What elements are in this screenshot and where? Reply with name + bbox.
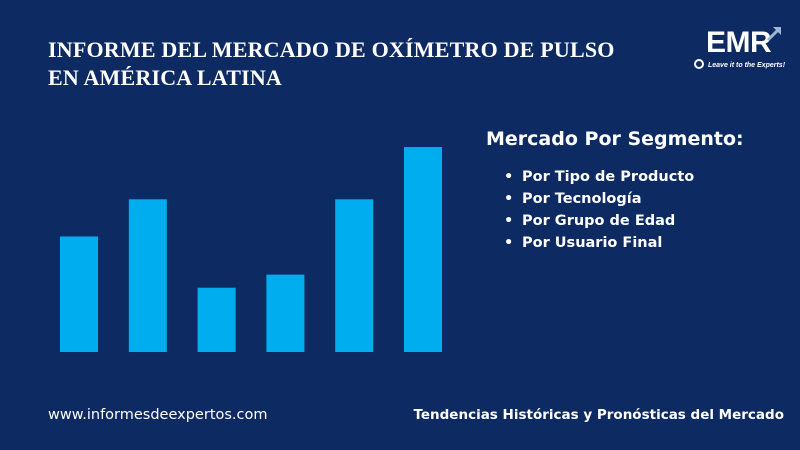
chart-bar xyxy=(404,147,442,352)
footer-tagline: Tendencias Históricas y Pronósticas del … xyxy=(413,407,784,423)
chart-bar xyxy=(197,287,236,352)
logo-tagline: Leave it to the Experts! xyxy=(708,62,786,69)
emr-logo: EMR Leave it to the Experts! xyxy=(686,22,786,82)
segment-item: • Por Usuario Final xyxy=(500,232,694,254)
segment-item: • Por Grupo de Edad xyxy=(500,210,694,232)
segment-item-label: Por Tecnología xyxy=(522,191,642,207)
chart-bar xyxy=(60,236,98,352)
chart-bar xyxy=(335,199,374,352)
logo-circle-icon xyxy=(694,59,704,69)
website-link[interactable]: www.informesdeexpertos.com xyxy=(48,407,268,423)
segment-item-label: Por Tipo de Producto xyxy=(522,169,695,185)
logo-text: EMR xyxy=(706,26,772,59)
bullet-icon: • xyxy=(504,235,514,251)
title-line-1: INFORME DEL MERCADO DE OXÍMETRO DE PULSO xyxy=(48,37,615,62)
bar-chart xyxy=(60,147,442,352)
segment-heading: Mercado Por Segmento: xyxy=(486,128,744,150)
segment-item-label: Por Grupo de Edad xyxy=(522,213,676,229)
segment-item: • Por Tecnología xyxy=(500,188,694,210)
segment-item: • Por Tipo de Producto xyxy=(500,166,694,188)
bullet-icon: • xyxy=(504,191,514,207)
segment-list: • Por Tipo de Producto • Por Tecnología • Por… xyxy=(500,166,694,254)
bullet-icon: • xyxy=(504,213,514,229)
chart-bar xyxy=(128,199,167,352)
bullet-icon: • xyxy=(504,169,514,185)
segment-item-label: Por Usuario Final xyxy=(522,235,663,251)
arrow-up-right-icon xyxy=(766,26,782,42)
title-line-2: EN AMÉRICA LATINA xyxy=(48,65,283,90)
page-title: INFORME DEL MERCADO DE OXÍMETRO DE PULSO… xyxy=(48,36,648,92)
chart-bar xyxy=(266,274,305,352)
